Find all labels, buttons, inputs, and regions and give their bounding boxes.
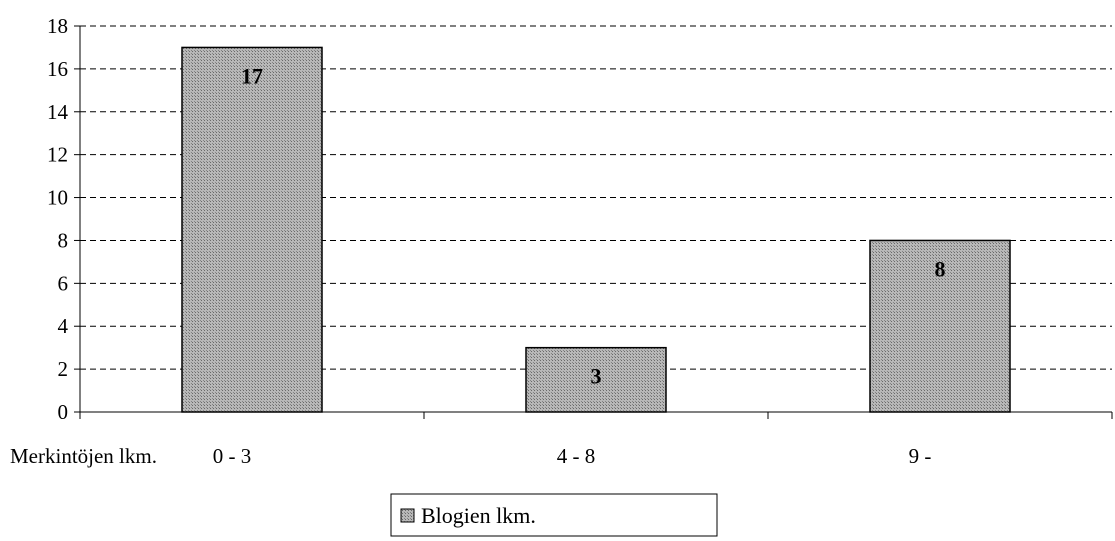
x-category-label: 0 - 3 bbox=[213, 444, 252, 468]
y-tick-label: 14 bbox=[47, 100, 69, 124]
bar-3 bbox=[869, 239, 1011, 413]
x-category-label: 4 - 8 bbox=[557, 444, 596, 468]
y-tick-label: 18 bbox=[47, 14, 68, 38]
bar-1 bbox=[181, 46, 323, 413]
bars bbox=[181, 46, 1011, 413]
legend-box bbox=[390, 493, 718, 537]
y-tick-label: 6 bbox=[58, 271, 69, 295]
x-axis-label: Merkintöjen lkm. bbox=[10, 444, 157, 468]
data-label: 3 bbox=[591, 364, 602, 389]
y-tick-label: 10 bbox=[47, 186, 68, 210]
y-tick-label: 8 bbox=[58, 228, 69, 252]
y-tick-label: 16 bbox=[47, 57, 68, 81]
y-tick-label: 2 bbox=[58, 357, 69, 381]
y-tick-label: 0 bbox=[58, 400, 69, 424]
legend-swatch bbox=[400, 508, 415, 523]
x-category-label: 9 - bbox=[909, 444, 932, 468]
y-tick-label: 4 bbox=[58, 314, 69, 338]
y-tick-label: 12 bbox=[47, 143, 68, 167]
bar-2 bbox=[525, 346, 667, 413]
labels: 0 2 4 6 8 10 12 14 16 18 17 0 - 3 3 4 - 8 8 9 - Merkintö… bbox=[10, 14, 946, 468]
legend-label: Blogien lkm. bbox=[421, 503, 536, 528]
legend: Blogien lkm. bbox=[390, 493, 718, 537]
data-label: 17 bbox=[241, 63, 263, 88]
data-label: 8 bbox=[935, 256, 946, 281]
